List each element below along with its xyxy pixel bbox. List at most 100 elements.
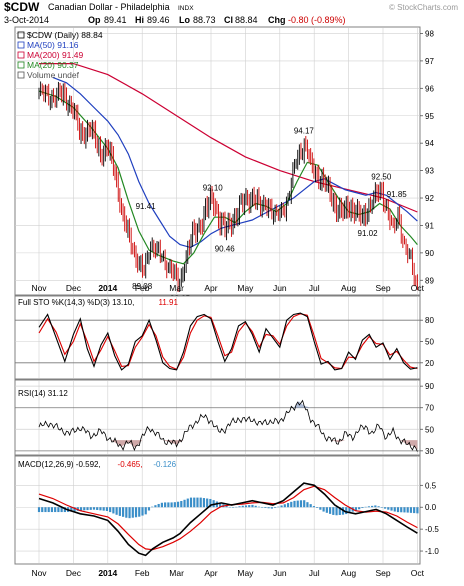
macd-histogram-bar xyxy=(41,507,44,513)
macd-histogram-bar xyxy=(338,507,341,515)
price-legend-4: Volume undef xyxy=(27,70,80,80)
price-legend-swatch xyxy=(17,61,25,69)
macd-histogram-bar xyxy=(303,500,306,508)
macd-histogram-bar xyxy=(328,507,332,514)
macd-histogram-bar xyxy=(63,507,66,513)
macd-histogram-bar xyxy=(102,507,105,511)
macd-histogram-bar xyxy=(180,500,183,508)
price-panel-frame xyxy=(14,26,421,296)
quote-op-value: 89.41 xyxy=(104,15,127,25)
macd-y-tick-label: -1.0 xyxy=(425,547,439,556)
macd-histogram-bar xyxy=(400,507,403,513)
stochastic-panel: Full STO %K(14,3) %D(3) 13.10, 11.91 20 50… xyxy=(14,295,434,380)
chart-exchange: INDX xyxy=(178,5,194,12)
macd-histogram-bar xyxy=(47,507,50,513)
macd-histogram-bar xyxy=(125,507,128,518)
macd-histogram-bar xyxy=(409,507,413,513)
macd-histogram-bar xyxy=(228,506,231,508)
quote-cl-value: 88.84 xyxy=(235,15,258,25)
price-legend-swatch xyxy=(17,51,25,59)
macd-histogram-bar xyxy=(306,502,309,508)
price-x-label: Dec xyxy=(66,283,82,293)
price-x-label: Oct xyxy=(411,283,425,293)
macd-histogram-bar xyxy=(319,507,322,510)
sto-y-tick-label: 20 xyxy=(425,359,434,368)
macd-histogram-bar xyxy=(364,506,367,508)
macd-histogram-bar xyxy=(267,507,270,509)
macd-panel: MACD(12,26,9) -0.592, -0.465, -0.126 0.5 0.… xyxy=(14,455,439,565)
ma50-line xyxy=(52,76,418,249)
macd-histogram-bar xyxy=(193,497,196,508)
x-axis-label: Nov xyxy=(31,568,47,578)
price-legend-1: MA(50) 91.16 xyxy=(27,40,79,50)
macd-histogram-bar xyxy=(109,507,112,513)
macd-histogram-bar xyxy=(189,497,193,508)
macd-panel-frame xyxy=(14,455,421,565)
macd-histogram-bar xyxy=(196,497,199,508)
macd-histogram-bar xyxy=(413,507,416,514)
price-annotation: 90.46 xyxy=(215,244,236,253)
x-axis-label: Dec xyxy=(66,568,82,578)
rsi-y-tick-label: 50 xyxy=(425,425,434,434)
macd-histogram-bar xyxy=(128,507,131,519)
macd-y-tick-label: -0.5 xyxy=(425,525,439,534)
quote-chg-value: -0.80 (-0.89%) xyxy=(288,15,346,25)
macd-legend-0: MACD(12,26,9) -0.592, xyxy=(18,460,101,469)
macd-histogram-bar xyxy=(134,507,138,518)
price-x-label: Aug xyxy=(341,283,356,293)
sto-y-tick-label: 80 xyxy=(425,316,434,325)
macd-histogram-bar xyxy=(70,507,73,512)
macd-histogram-bar xyxy=(286,503,290,508)
macd-histogram-bar xyxy=(121,507,125,517)
price-y-tick-label: 94 xyxy=(425,139,434,148)
macd-histogram-bar xyxy=(361,507,364,509)
macd-histogram-bar xyxy=(390,507,393,511)
price-annotation: 92.50 xyxy=(371,172,392,181)
macd-histogram-bar xyxy=(79,507,83,511)
price-y-tick-label: 98 xyxy=(425,29,434,38)
macd-histogram-bar xyxy=(254,505,257,508)
macd-histogram-bar xyxy=(73,507,76,512)
macd-histogram-bar xyxy=(86,507,89,511)
x-axis-labels: Nov Dec 2014 Feb Mar Apr May Jun Jul Aug Sep Oct Nov… xyxy=(31,283,424,578)
macd-histogram-bar xyxy=(96,507,99,510)
macd-histogram-bar xyxy=(173,502,176,508)
x-axis-label: Aug xyxy=(341,568,356,578)
rsi-fill-low xyxy=(39,440,418,450)
price-annotation: 89.08 xyxy=(132,282,153,291)
x-axis-label: Feb xyxy=(135,568,150,578)
quote-lo-label: Lo xyxy=(179,15,190,25)
price-annotation: 91.02 xyxy=(358,229,379,238)
sto-y-tick-label: 50 xyxy=(425,338,434,347)
macd-histogram-bar xyxy=(325,507,328,513)
price-y-tick-label: 95 xyxy=(425,112,434,121)
price-annotation: 94.17 xyxy=(294,127,315,136)
macd-histogram-bar xyxy=(157,503,160,508)
price-legend-2: MA(200) 91.49 xyxy=(27,50,83,60)
macd-legend-1: -0.465, xyxy=(118,460,143,469)
macd-histogram-bar xyxy=(264,507,267,508)
macd-histogram-bar xyxy=(83,507,86,511)
macd-histogram-bar xyxy=(283,504,286,508)
price-y-tick-label: 96 xyxy=(425,84,434,93)
rsi-panel: RSI(14) 31.12 30 50 70 90 xyxy=(14,379,434,456)
macd-histogram-bar xyxy=(406,507,409,513)
x-axis-label: Jun xyxy=(273,568,287,578)
macd-histogram-bar xyxy=(183,499,186,508)
quote-lo-value: 88.73 xyxy=(193,15,216,25)
macd-histogram-bar xyxy=(358,507,361,510)
macd-histogram-bar xyxy=(309,504,312,508)
macd-histogram-bar xyxy=(199,497,202,508)
macd-histogram-bar xyxy=(60,507,63,513)
macd-histogram-bar xyxy=(92,507,96,510)
macd-histogram-bar xyxy=(118,507,121,516)
macd-histogram-bar xyxy=(367,506,370,508)
macd-histogram-bar xyxy=(202,498,206,508)
macd-histogram-bar xyxy=(154,505,157,508)
price-x-label: Jul xyxy=(309,283,320,293)
macd-histogram-bar xyxy=(296,500,299,508)
macd-histogram-bar xyxy=(219,502,222,508)
x-axis-label: May xyxy=(237,568,254,578)
macd-histogram-bar xyxy=(371,505,374,508)
